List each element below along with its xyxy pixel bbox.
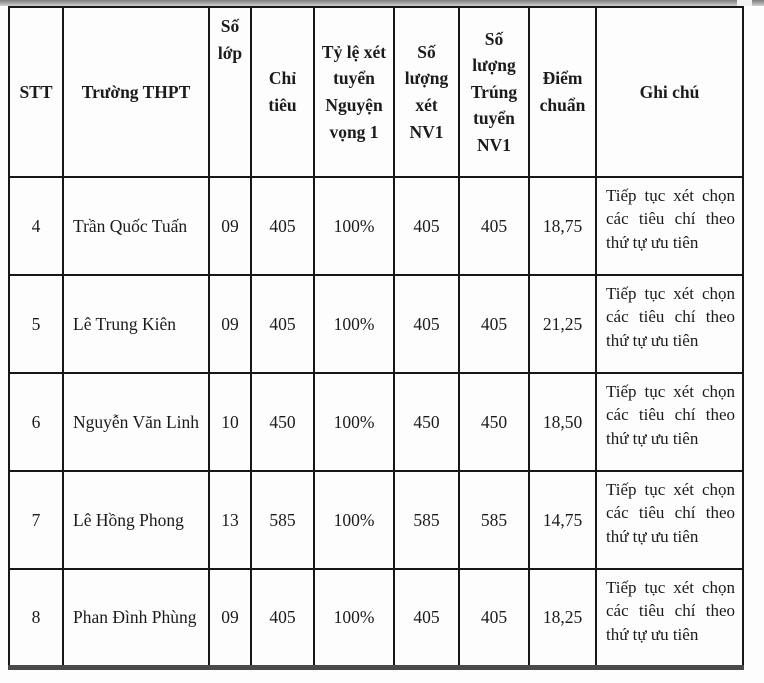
cell-sl-trung: 405 [458,176,530,276]
cell-ty-le: 100% [313,176,395,276]
cell-school: Phan Đình Phùng [62,568,210,670]
table-row: 7 Lê Hồng Phong 13 585 100% 585 585 14,7… [8,470,744,570]
header-stt: STT [8,6,64,178]
table-row: 8 Phan Đình Phùng 09 405 100% 405 405 18… [8,568,744,670]
cell-sl-xet: 405 [393,274,460,374]
cell-chi-tieu: 405 [250,274,315,374]
scan-edge-artifact [0,0,764,6]
cell-stt: 5 [8,274,64,374]
cell-sl-trung: 405 [458,274,530,374]
cell-school: Lê Trung Kiên [62,274,210,374]
cell-stt: 4 [8,176,64,276]
cell-diem-chuan: 18,25 [528,568,597,670]
cell-diem-chuan: 18,75 [528,176,597,276]
table-row: 5 Lê Trung Kiên 09 405 100% 405 405 21,2… [8,274,744,374]
table-row: 4 Trần Quốc Tuấn 09 405 100% 405 405 18,… [8,176,744,276]
header-so-luong-xet-nv1: Số lượng xét NV1 [393,6,460,178]
cell-sl-xet: 405 [393,568,460,670]
cell-sl-trung: 405 [458,568,530,670]
cell-school: Nguyễn Văn Linh [62,372,210,472]
cell-chi-tieu: 450 [250,372,315,472]
cell-sl-xet: 585 [393,470,460,570]
cell-sl-trung: 585 [458,470,530,570]
cell-stt: 8 [8,568,64,670]
header-diem-chuan: Điểm chuẩn [528,6,597,178]
header-chi-tieu: Chỉ tiêu [250,6,315,178]
header-so-lop: Số lớp [208,6,252,178]
cell-ghi-chu: Tiếp tục xét chọn các tiêu chí theo thứ … [595,176,744,276]
table-row: 6 Nguyễn Văn Linh 10 450 100% 450 450 18… [8,372,744,472]
header-ty-le-xet-tuyen: Tỷ lệ xét tuyển Nguyện vọng 1 [313,6,395,178]
cell-ghi-chu: Tiếp tục xét chọn các tiêu chí theo thứ … [595,470,744,570]
header-row: STT Trường THPT Số lớp Chỉ tiêu Tỷ lệ xé… [8,6,744,178]
cell-diem-chuan: 21,25 [528,274,597,374]
cell-sl-xet: 450 [393,372,460,472]
cell-school: Lê Hồng Phong [62,470,210,570]
cell-sl-trung: 450 [458,372,530,472]
cell-chi-tieu: 405 [250,568,315,670]
cell-stt: 7 [8,470,64,570]
header-so-luong-trung-tuyen-nv1: Số lượng Trúng tuyển NV1 [458,6,530,178]
cell-so-lop: 10 [208,372,252,472]
cell-ty-le: 100% [313,372,395,472]
header-ghi-chu: Ghi chú [595,6,744,178]
cell-ty-le: 100% [313,470,395,570]
cell-chi-tieu: 405 [250,176,315,276]
cell-ghi-chu: Tiếp tục xét chọn các tiêu chí theo thứ … [595,568,744,670]
cell-sl-xet: 405 [393,176,460,276]
cell-ty-le: 100% [313,274,395,374]
scan-edge-notch [737,0,752,6]
cell-so-lop: 09 [208,176,252,276]
admission-results-table: STT Trường THPT Số lớp Chỉ tiêu Tỷ lệ xé… [8,6,744,670]
cell-so-lop: 09 [208,568,252,670]
cell-chi-tieu: 585 [250,470,315,570]
cell-stt: 6 [8,372,64,472]
cell-diem-chuan: 18,50 [528,372,597,472]
cell-ghi-chu: Tiếp tục xét chọn các tiêu chí theo thứ … [595,274,744,374]
cell-ghi-chu: Tiếp tục xét chọn các tiêu chí theo thứ … [595,372,744,472]
cell-so-lop: 09 [208,274,252,374]
cell-so-lop: 13 [208,470,252,570]
cell-ty-le: 100% [313,568,395,670]
cell-school: Trần Quốc Tuấn [62,176,210,276]
header-truong-thpt: Trường THPT [62,6,210,178]
cell-diem-chuan: 14,75 [528,470,597,570]
